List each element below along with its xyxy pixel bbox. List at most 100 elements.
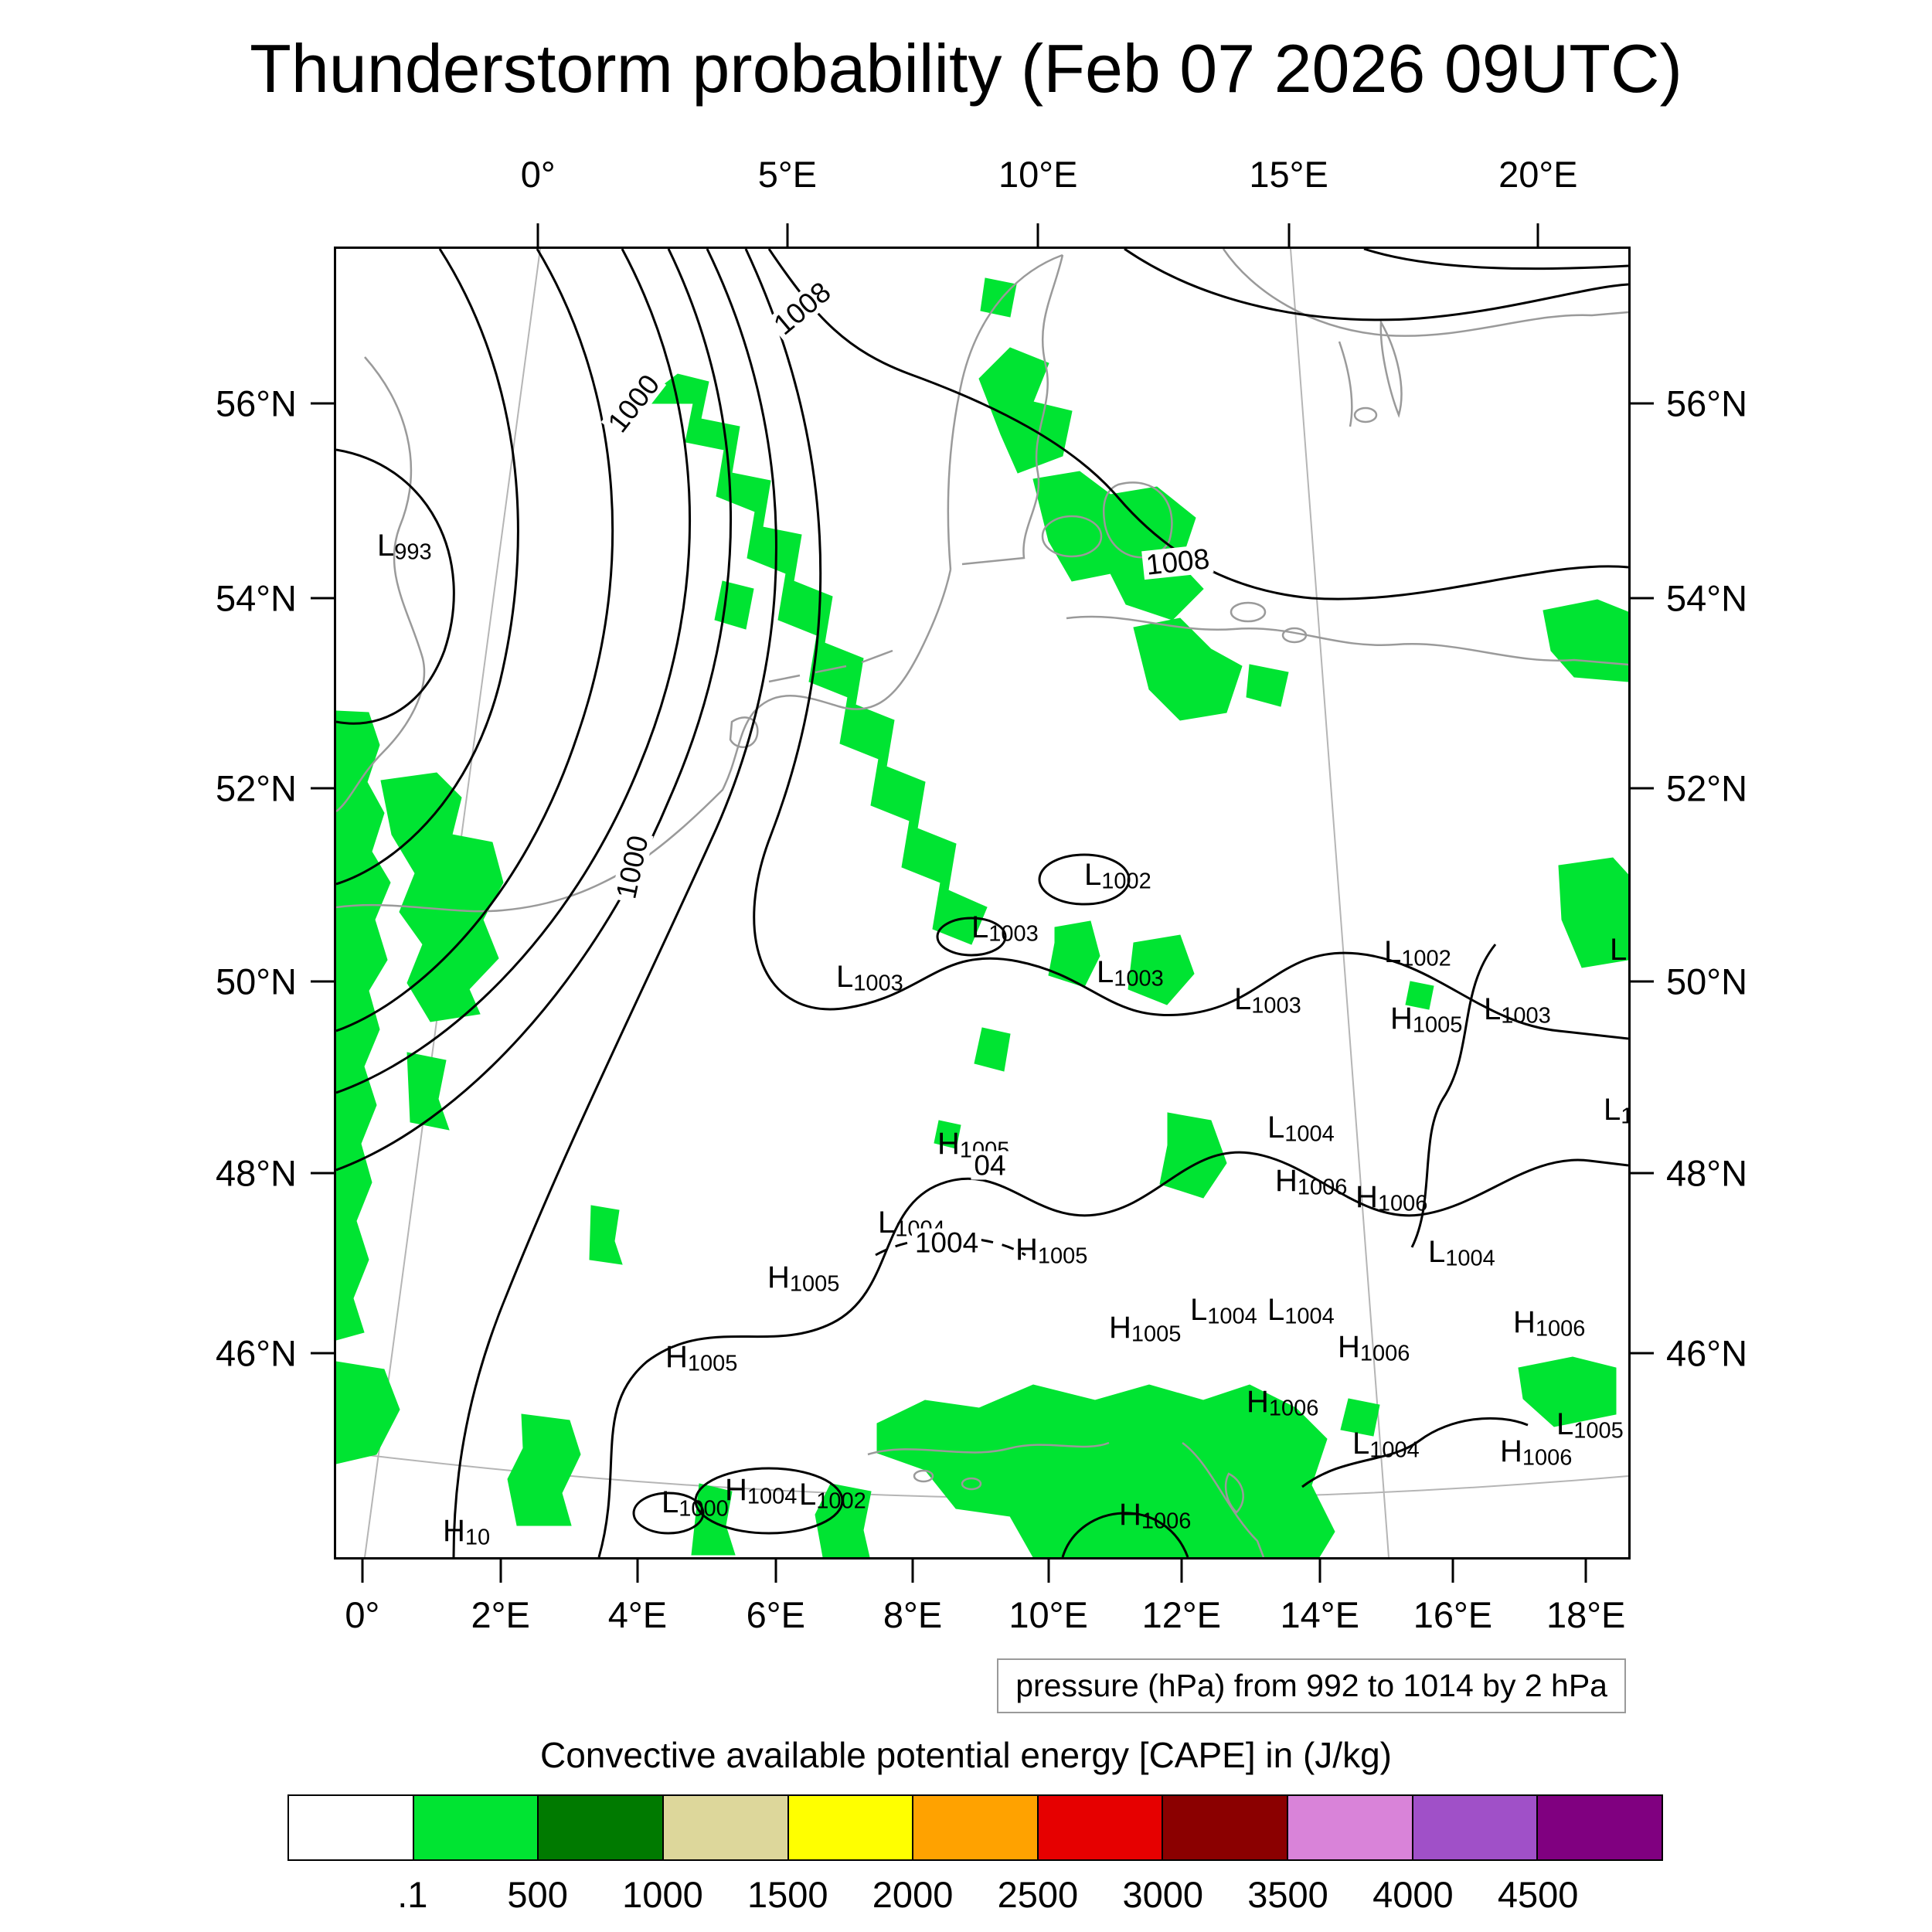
- axis-label-bottom: 12°E: [1141, 1594, 1222, 1635]
- contour-label: 1004: [911, 1228, 982, 1257]
- cape-shading-layer: [336, 277, 1628, 1557]
- axis-tick-bottom: [1180, 1560, 1183, 1583]
- axis-tick-top: [536, 223, 539, 247]
- axis-label-top: 5°E: [757, 154, 818, 195]
- colorbar-cell: [662, 1796, 787, 1859]
- colorbar-tick-label: 3500: [1247, 1874, 1328, 1915]
- axis-label-right: 50°N: [1666, 961, 1748, 1002]
- contour-label: 1000: [600, 367, 667, 440]
- axis-label-right: 46°N: [1666, 1332, 1748, 1374]
- axis-label-bottom: 2°E: [471, 1594, 530, 1635]
- pressure-center-H: H1006: [1247, 1385, 1319, 1421]
- axis-label-left: 56°N: [215, 383, 297, 424]
- axis-label-bottom: 18°E: [1546, 1594, 1626, 1635]
- colorbar-cell: [912, 1796, 1037, 1859]
- cape-colorbar: [287, 1794, 1663, 1861]
- pressure-center-H: H1005: [767, 1260, 840, 1297]
- pressure-range-caption: pressure (hPa) from 992 to 1014 by 2 hPa: [997, 1658, 1626, 1713]
- axis-label-bottom: 8°E: [883, 1594, 943, 1635]
- axis-label-top: 15°E: [1249, 154, 1328, 195]
- colorbar-cell: [537, 1796, 662, 1859]
- pressure-center-L: L1003: [1097, 955, 1164, 992]
- colorbar-cell: [787, 1796, 913, 1859]
- axis-label-top: 0°: [520, 154, 556, 195]
- pressure-center-L: L1003: [1234, 982, 1301, 1019]
- colorbar-tick-label: 4000: [1372, 1874, 1454, 1915]
- axis-tick-bottom: [774, 1560, 777, 1583]
- axis-label-left: 54°N: [215, 577, 297, 619]
- axis-label-bottom: 16°E: [1413, 1594, 1493, 1635]
- pressure-center-H: H1006: [1355, 1180, 1428, 1216]
- pressure-center-L: L1004: [1267, 1293, 1335, 1329]
- pressure-center-H: H1004: [725, 1473, 798, 1509]
- axis-tick-top: [1536, 223, 1539, 247]
- pressure-center-L: L1002: [1384, 935, 1451, 971]
- colorbar-cell: [1411, 1796, 1537, 1859]
- pressure-center-H: H1006: [1275, 1164, 1348, 1200]
- pressure-center-L: L1003: [971, 910, 1039, 947]
- axis-tick-left: [311, 1172, 334, 1175]
- pressure-center-H: H1006: [1119, 1498, 1192, 1534]
- colorbar-tick-label: 4500: [1497, 1874, 1579, 1915]
- colorbar-cell: [1162, 1796, 1287, 1859]
- pressure-center-L: L993: [377, 529, 432, 565]
- pressure-center-L: L1002: [1084, 858, 1151, 894]
- colorbar-tick-label: .1: [397, 1874, 428, 1915]
- pressure-center-L: L1004: [1428, 1235, 1495, 1271]
- map-label-layer: L993 L1002 L1003 L1003 L1003 L1003 L1002 H1005 L…: [336, 249, 1628, 1557]
- pressure-center-L: L10: [1604, 1093, 1628, 1128]
- page-title: Thunderstorm probability (Feb 07 2026 09…: [250, 30, 1682, 107]
- pressure-center-H: H1005: [665, 1340, 738, 1376]
- pressure-center-L: L1003: [1484, 992, 1551, 1029]
- pressure-contour-layer: [336, 249, 1628, 1557]
- axis-tick-bottom: [499, 1560, 502, 1583]
- axis-label-left: 52°N: [215, 767, 297, 809]
- axis-label-bottom: 4°E: [607, 1594, 668, 1635]
- axis-tick-left: [311, 597, 334, 600]
- pressure-center-H: H10: [443, 1514, 491, 1550]
- pressure-center-L: L1003: [836, 960, 903, 996]
- coastline-layer: [336, 249, 1628, 1557]
- axis-label-left: 50°N: [215, 961, 297, 1002]
- axis-tick-right: [1631, 1172, 1654, 1175]
- colorbar-cell: [289, 1796, 413, 1859]
- axis-label-bottom: 10°E: [1009, 1594, 1088, 1635]
- axis-label-right: 54°N: [1666, 577, 1748, 619]
- axis-label-right: 52°N: [1666, 767, 1748, 809]
- axis-tick-bottom: [1047, 1560, 1050, 1583]
- axis-tick-right: [1631, 787, 1654, 790]
- pressure-center-L: L1004: [1352, 1427, 1420, 1463]
- axis-tick-right: [1631, 1352, 1654, 1355]
- axis-tick-bottom: [1318, 1560, 1321, 1583]
- axis-label-right: 48°N: [1666, 1152, 1748, 1194]
- axis-tick-right: [1631, 402, 1654, 405]
- axis-label-bottom: 6°E: [746, 1594, 805, 1635]
- axis-tick-right: [1631, 980, 1654, 983]
- pressure-center-L: L1004: [1190, 1293, 1257, 1329]
- contour-label: 1008: [1141, 543, 1214, 581]
- axis-tick-left: [311, 402, 334, 405]
- pressure-center-H: H1006: [1500, 1434, 1573, 1471]
- contour-label: 04: [971, 1151, 1009, 1180]
- pressure-center-L: L1002: [799, 1478, 866, 1514]
- axis-tick-right: [1631, 597, 1654, 600]
- colorbar-tick-label: 2000: [872, 1874, 954, 1915]
- colorbar-tick-label: 1000: [622, 1874, 703, 1915]
- pressure-center-H: H1005: [1390, 1002, 1463, 1038]
- colorbar-title: Convective available potential energy [C…: [539, 1735, 1392, 1775]
- pressure-center-L: L1005: [1556, 1407, 1624, 1444]
- axis-tick-bottom: [361, 1560, 364, 1583]
- axis-label-top: 10°E: [998, 154, 1078, 195]
- axis-label-bottom: 14°E: [1280, 1594, 1359, 1635]
- axis-label-left: 48°N: [215, 1152, 297, 1194]
- axis-tick-bottom: [1451, 1560, 1454, 1583]
- pressure-center-H: H1005: [1109, 1311, 1182, 1347]
- pressure-center-L: L1004: [1267, 1111, 1335, 1147]
- pressure-center-H: H1005: [1015, 1233, 1088, 1269]
- colorbar-tick-label: 3000: [1122, 1874, 1203, 1915]
- colorbar-cell: [1536, 1796, 1662, 1859]
- axis-tick-bottom: [911, 1560, 914, 1583]
- colorbar-tick-label: 500: [507, 1874, 568, 1915]
- pressure-center-H: H1006: [1513, 1305, 1586, 1342]
